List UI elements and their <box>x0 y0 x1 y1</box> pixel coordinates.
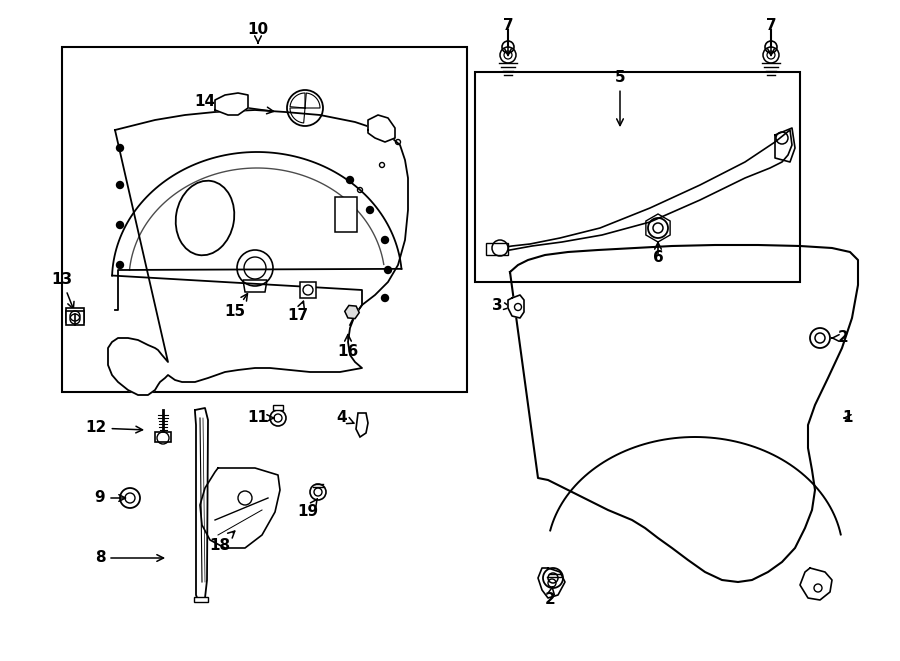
Text: 10: 10 <box>248 22 268 43</box>
Text: 7: 7 <box>503 17 513 56</box>
Text: 16: 16 <box>338 334 358 360</box>
Text: 17: 17 <box>287 301 309 323</box>
Bar <box>475 72 800 282</box>
Polygon shape <box>108 110 408 395</box>
Text: 11: 11 <box>248 410 274 426</box>
Text: 1: 1 <box>842 410 853 426</box>
Polygon shape <box>200 468 280 548</box>
Text: 2: 2 <box>544 587 555 607</box>
Polygon shape <box>488 130 792 252</box>
Bar <box>335 197 357 232</box>
Polygon shape <box>508 295 524 318</box>
Circle shape <box>116 262 123 268</box>
Text: 2: 2 <box>832 330 849 346</box>
Bar <box>300 282 316 298</box>
Circle shape <box>346 176 354 184</box>
Bar <box>486 243 508 255</box>
Bar <box>155 432 171 442</box>
Bar <box>66 311 84 325</box>
Polygon shape <box>538 568 565 598</box>
Polygon shape <box>195 408 208 600</box>
Circle shape <box>116 221 123 229</box>
Text: 18: 18 <box>210 531 235 553</box>
Text: 5: 5 <box>615 71 626 126</box>
Polygon shape <box>800 568 832 600</box>
Text: 12: 12 <box>86 420 142 436</box>
Bar <box>273 405 283 410</box>
Text: 14: 14 <box>194 95 274 114</box>
Polygon shape <box>510 245 858 582</box>
Text: 19: 19 <box>297 499 319 520</box>
Text: 6: 6 <box>652 243 663 266</box>
Text: 7: 7 <box>766 17 777 56</box>
Text: 8: 8 <box>94 551 164 566</box>
Text: 3: 3 <box>491 297 510 313</box>
Bar <box>62 47 467 392</box>
Text: 4: 4 <box>337 410 354 426</box>
Circle shape <box>116 145 123 151</box>
Circle shape <box>382 237 389 243</box>
Bar <box>66 308 84 322</box>
Polygon shape <box>368 115 395 142</box>
Polygon shape <box>345 305 359 319</box>
Polygon shape <box>215 93 248 115</box>
Text: 13: 13 <box>51 272 74 309</box>
Circle shape <box>382 295 389 301</box>
Text: 15: 15 <box>224 293 248 319</box>
Circle shape <box>366 206 373 214</box>
Polygon shape <box>775 128 795 162</box>
Circle shape <box>384 266 392 274</box>
Text: 9: 9 <box>94 490 125 506</box>
Circle shape <box>116 182 123 188</box>
Bar <box>194 597 208 602</box>
